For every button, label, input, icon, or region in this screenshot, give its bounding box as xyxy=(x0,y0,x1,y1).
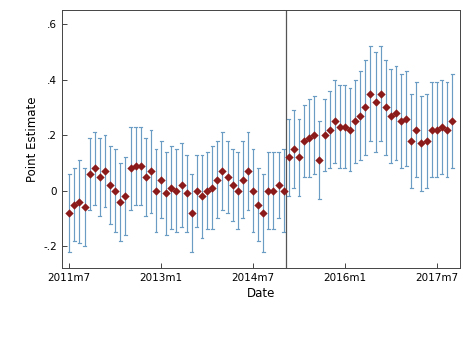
Point xyxy=(106,182,114,188)
Point xyxy=(101,169,109,174)
Point xyxy=(392,110,400,116)
Point xyxy=(219,169,226,174)
Point xyxy=(142,174,150,180)
Point xyxy=(255,202,262,207)
Point xyxy=(412,127,420,132)
Point xyxy=(377,91,384,96)
Point xyxy=(259,210,267,216)
Point xyxy=(264,188,272,193)
Point xyxy=(71,202,78,207)
Point xyxy=(203,188,211,193)
Point xyxy=(86,171,93,177)
Point xyxy=(178,182,185,188)
X-axis label: Date: Date xyxy=(246,287,275,300)
Point xyxy=(249,188,257,193)
Point xyxy=(290,146,298,152)
Point xyxy=(433,127,441,132)
Point xyxy=(132,163,139,169)
Point xyxy=(301,138,308,143)
Point xyxy=(418,141,425,146)
Point xyxy=(305,135,313,141)
Point xyxy=(270,188,277,193)
Point xyxy=(331,119,338,124)
Point xyxy=(367,91,374,96)
Point xyxy=(316,157,323,163)
Point xyxy=(244,169,252,174)
Point xyxy=(428,127,436,132)
Point xyxy=(402,116,410,121)
Point xyxy=(310,132,318,138)
Point xyxy=(76,199,83,204)
Point xyxy=(423,138,430,143)
Point xyxy=(117,199,124,204)
Point xyxy=(147,169,155,174)
Point xyxy=(157,177,165,182)
Point xyxy=(127,166,134,171)
Point xyxy=(346,127,354,132)
Point xyxy=(152,188,160,193)
Point xyxy=(448,119,456,124)
Point xyxy=(382,105,390,110)
Point xyxy=(65,210,73,216)
Point xyxy=(198,193,206,199)
Point xyxy=(356,113,364,118)
Point xyxy=(362,105,369,110)
Y-axis label: Point Estimate: Point Estimate xyxy=(26,97,39,182)
Point xyxy=(163,191,170,196)
Point xyxy=(173,188,180,193)
Point xyxy=(397,119,405,124)
Point xyxy=(188,210,196,216)
Point xyxy=(387,113,395,118)
Point xyxy=(229,182,237,188)
Point xyxy=(321,132,328,138)
Point xyxy=(239,177,246,182)
Point xyxy=(111,188,119,193)
Point xyxy=(351,119,359,124)
Point xyxy=(336,124,344,130)
Point xyxy=(122,193,129,199)
Point xyxy=(137,163,145,169)
Point xyxy=(443,127,451,132)
Point xyxy=(280,188,287,193)
Point xyxy=(96,174,104,180)
Point xyxy=(91,166,99,171)
Point xyxy=(438,124,446,130)
Point xyxy=(408,138,415,143)
Point xyxy=(213,177,221,182)
Point xyxy=(326,127,333,132)
Point xyxy=(372,99,379,105)
Point xyxy=(168,185,175,191)
Point xyxy=(295,154,303,160)
Point xyxy=(224,174,231,180)
Point xyxy=(285,154,292,160)
Point xyxy=(209,185,216,191)
Point xyxy=(193,188,201,193)
Point xyxy=(341,124,349,130)
Point xyxy=(275,182,283,188)
Point xyxy=(81,205,88,210)
Point xyxy=(183,191,191,196)
Point xyxy=(234,188,242,193)
